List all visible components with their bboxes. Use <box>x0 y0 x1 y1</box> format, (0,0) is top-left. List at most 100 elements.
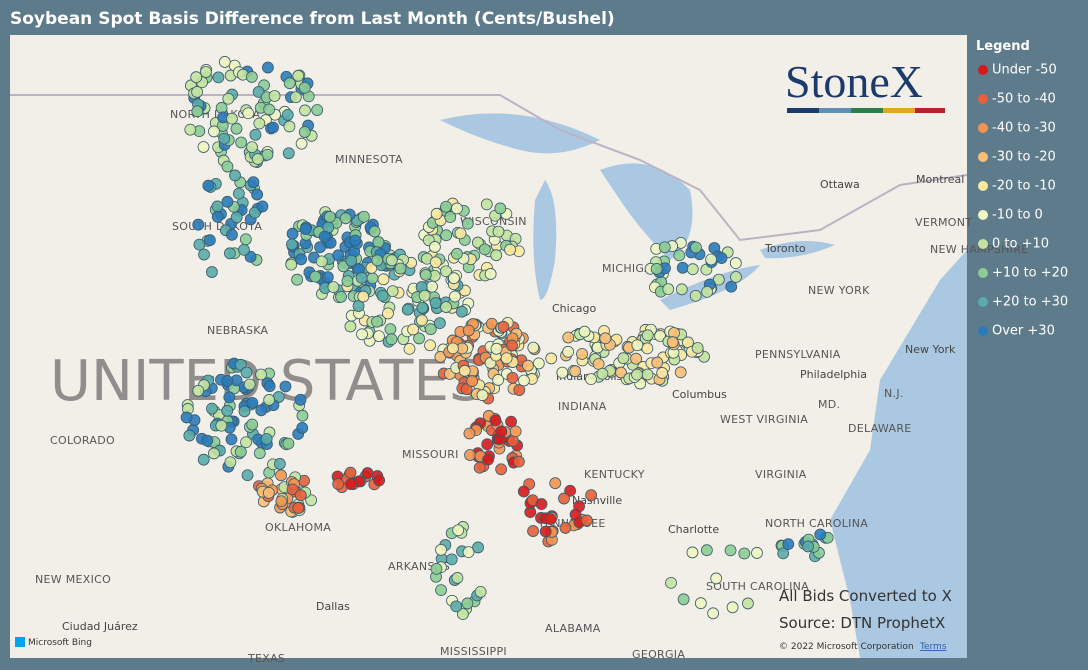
logo-bar <box>787 108 819 113</box>
region-label: INDIANA <box>558 400 607 413</box>
bid-dot <box>440 265 452 278</box>
bid-dot <box>184 123 197 136</box>
bid-dot <box>372 236 385 249</box>
bid-dot <box>518 374 530 387</box>
bid-dot <box>596 367 609 380</box>
bid-dot <box>440 229 453 242</box>
bid-dot <box>373 474 386 487</box>
bid-dot <box>435 543 447 556</box>
bid-dot <box>291 273 304 286</box>
bid-dot <box>282 437 295 450</box>
region-label: VIRGINIA <box>755 468 807 481</box>
bid-dot <box>512 455 525 468</box>
bid-dot <box>283 77 296 90</box>
city-label: Philadelphia <box>800 368 867 381</box>
bid-dot <box>578 325 591 338</box>
bid-dot <box>440 301 452 313</box>
bid-dot <box>430 207 443 220</box>
bid-dot <box>211 210 224 223</box>
bid-dot <box>263 103 276 116</box>
bid-dot <box>352 300 365 312</box>
bid-dot <box>506 339 518 352</box>
bid-dot <box>224 456 237 469</box>
bid-dot <box>592 358 605 370</box>
page-title: Soybean Spot Basis Difference from Last … <box>10 9 615 29</box>
region-label: NEW HAMPSHIRE <box>930 243 1028 256</box>
legend-label: -40 to -30 <box>992 121 1056 136</box>
bid-dot <box>630 352 642 365</box>
bid-dot <box>356 328 368 341</box>
legend-label: Over +30 <box>992 324 1055 339</box>
bid-dot <box>558 492 570 505</box>
bid-dot <box>473 461 486 474</box>
bid-dot <box>234 445 247 458</box>
bid-dot <box>242 107 255 120</box>
bid-dot <box>527 341 540 354</box>
bid-dot <box>505 415 517 428</box>
bid-dot <box>341 275 354 288</box>
legend-label: -50 to -40 <box>992 92 1056 107</box>
bid-dot <box>223 391 236 404</box>
legend-swatch <box>978 94 988 104</box>
bid-dot <box>212 71 225 84</box>
bid-dot <box>535 498 548 510</box>
region-label: PENNSYLVANIA <box>755 348 841 361</box>
bid-dot <box>355 271 368 284</box>
bing-icon <box>15 637 25 647</box>
logo-bar <box>915 108 945 113</box>
bid-dot <box>262 61 274 74</box>
lake-michigan <box>533 180 557 300</box>
bid-dot <box>253 117 266 130</box>
bid-dot <box>292 69 305 82</box>
city-label: Toronto <box>764 242 806 255</box>
bid-dot <box>191 105 204 118</box>
bid-dot <box>418 289 431 302</box>
bid-dot <box>480 198 493 211</box>
bid-dot <box>726 601 739 614</box>
bid-dot <box>225 112 238 125</box>
bid-dot <box>673 249 686 262</box>
bid-dot <box>641 342 654 355</box>
bid-dot <box>580 514 593 527</box>
city-label: Columbus <box>672 388 727 401</box>
bid-dot <box>641 368 654 381</box>
bid-dot <box>447 342 459 355</box>
bid-dot <box>545 352 558 365</box>
bid-dot <box>654 330 666 342</box>
logo-text: StoneX <box>785 56 923 107</box>
bid-dot <box>221 195 234 208</box>
bid-dot <box>407 323 419 336</box>
bid-dot <box>451 572 464 584</box>
bid-dot <box>268 90 281 102</box>
region-label: MD. <box>818 398 840 411</box>
bid-dot <box>462 324 475 337</box>
legend-label: -20 to -10 <box>992 179 1056 194</box>
bid-dot <box>382 307 394 320</box>
bid-dot <box>230 122 243 135</box>
bid-dot <box>490 249 503 262</box>
bid-dot <box>197 453 210 466</box>
bid-dot <box>263 380 276 393</box>
bid-dot <box>255 368 267 381</box>
bid-dot <box>285 258 298 271</box>
bid-dot <box>492 225 505 238</box>
bid-dot <box>641 329 654 342</box>
bid-dot <box>323 211 336 223</box>
bid-dot <box>191 86 203 98</box>
bid-dot <box>435 584 447 597</box>
bid-dot <box>490 342 503 355</box>
logo-bar <box>883 108 915 113</box>
bid-dot <box>522 359 534 372</box>
bid-dot <box>506 371 519 384</box>
bid-dot <box>686 263 699 276</box>
bid-dot <box>282 147 295 160</box>
bid-dot <box>707 607 720 620</box>
bid-dot <box>675 283 688 296</box>
legend-label: -10 to 0 <box>992 208 1043 223</box>
bid-dot <box>440 200 452 213</box>
bid-dot <box>211 200 224 213</box>
legend-swatch <box>978 181 988 191</box>
terms-link[interactable]: Terms <box>919 642 947 652</box>
